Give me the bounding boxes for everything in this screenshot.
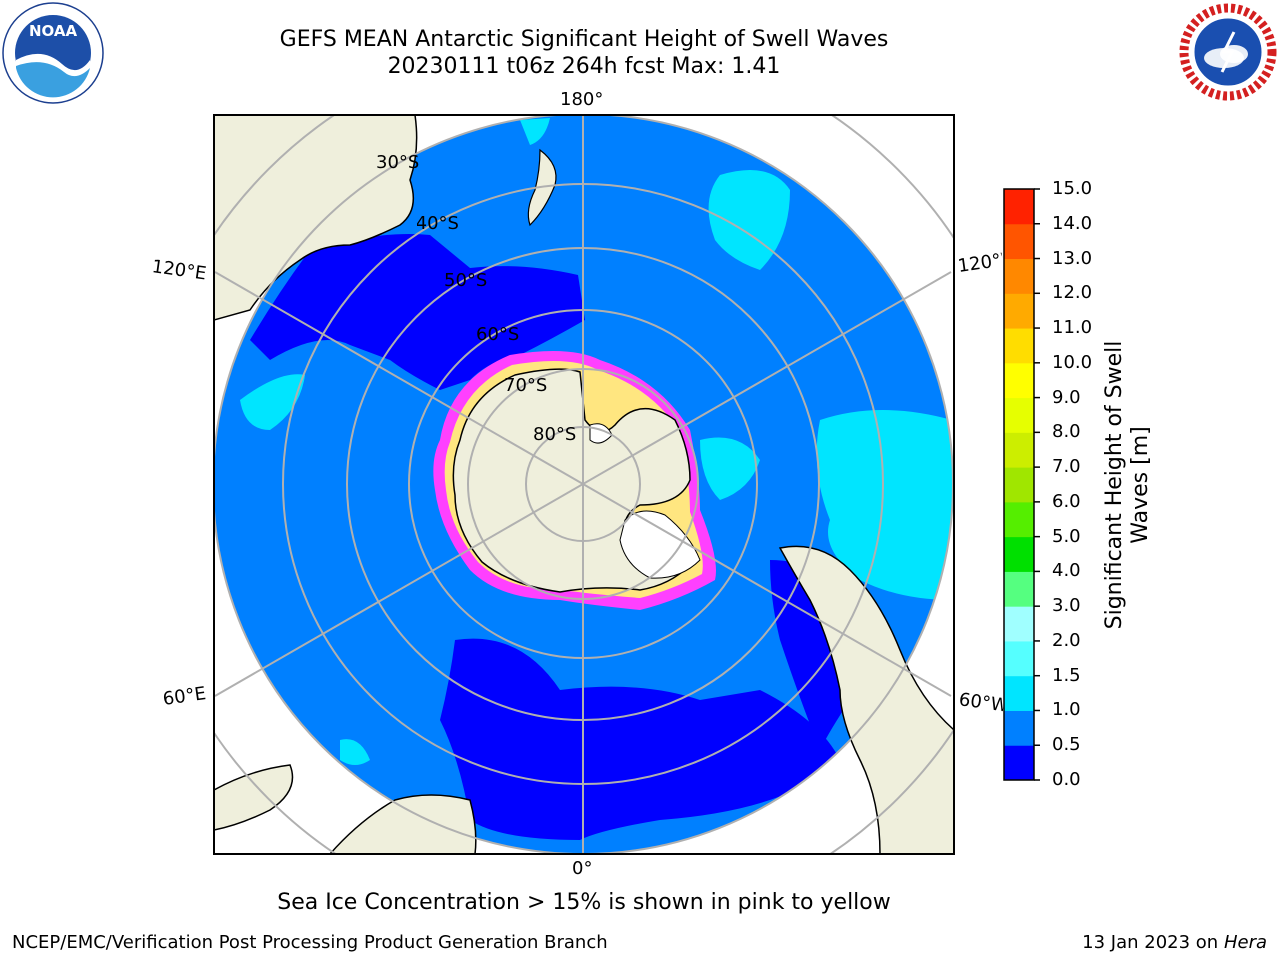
colorbar-segment xyxy=(1004,571,1034,607)
colorbar-segment xyxy=(1004,293,1034,329)
colorbar-tick-label: 0.5 xyxy=(1052,734,1081,756)
colorbar-segment xyxy=(1004,606,1034,642)
lat-label-60s: 60°S xyxy=(476,324,520,345)
colorbar-tick-label: 0.0 xyxy=(1052,769,1081,790)
footer-credit: NCEP/EMC/Verification Post Processing Pr… xyxy=(12,932,608,953)
colorbar-segment xyxy=(1004,675,1034,711)
colorbar-tick-label: 2.0 xyxy=(1052,629,1081,651)
colorbar-frame xyxy=(1003,188,1035,781)
lat-label-50s: 50°S xyxy=(444,270,488,291)
colorbar-label-line-2: Waves [m] xyxy=(1128,426,1153,544)
colorbar-tick-label: 8.0 xyxy=(1052,421,1081,443)
colorbar-tick-label: 9.0 xyxy=(1052,386,1081,408)
lon-label-0: 0° xyxy=(572,858,593,879)
colorbar-segment xyxy=(1004,258,1034,294)
high-swell-region-east-pacific xyxy=(816,410,952,600)
colorbar-tick-label: 15.0 xyxy=(1052,178,1093,199)
colorbar-tick-label: 3.0 xyxy=(1052,595,1081,617)
lon-label-180: 180° xyxy=(560,89,604,110)
colorbar-tick-label: 14.0 xyxy=(1052,212,1093,234)
colorbar xyxy=(1003,188,1040,781)
footer-machine-name: Hera xyxy=(1223,932,1267,953)
lat-label-30s: 30°S xyxy=(376,152,420,173)
colorbar-label-line-1: Significant Height of Swell xyxy=(1102,340,1127,630)
lat-label-40s: 40°S xyxy=(417,213,459,234)
colorbar-tick-label: 7.0 xyxy=(1052,456,1081,478)
colorbar-segment xyxy=(1004,467,1034,503)
colorbar-segment xyxy=(1004,432,1034,468)
colorbar-segment xyxy=(1004,745,1034,781)
colorbar-tick-label: 6.0 xyxy=(1052,490,1081,512)
title-line-1: GEFS MEAN Antarctic Significant Height o… xyxy=(279,27,889,52)
australia-landmass xyxy=(214,115,418,321)
title-line-2: 20230111 t06z 264h fcst Max: 1.41 xyxy=(387,54,781,79)
noaa-logo-text: NOAA xyxy=(29,22,78,40)
footer-date-text: 13 Jan 2023 on xyxy=(1082,932,1219,953)
colorbar-tick-label: 13.0 xyxy=(1052,247,1093,269)
high-swell-region-south-pacific xyxy=(708,170,790,270)
lat-label-80s: 80°S xyxy=(533,424,577,445)
colorbar-label: Significant Height of Swell Waves [m] xyxy=(1102,341,1154,630)
colorbar-tick-label: 1.5 xyxy=(1052,664,1081,686)
colorbar-segment xyxy=(1004,362,1034,399)
colorbar-segment xyxy=(1004,189,1034,225)
high-swell-region-indian xyxy=(240,374,305,430)
low-swell-region-south-atlantic xyxy=(440,638,840,840)
africa-landmass xyxy=(328,794,477,854)
colorbar-segment xyxy=(1004,640,1034,677)
map-frame xyxy=(213,114,955,855)
colorbar-tick-label: 12.0 xyxy=(1052,282,1093,304)
nws-logo xyxy=(1179,3,1277,101)
colorbar-segment xyxy=(1004,710,1034,746)
footer-date: 13 Jan 2023 on Hera xyxy=(1082,932,1267,953)
madagascar-landmass xyxy=(214,764,294,831)
colorbar-segment xyxy=(1004,397,1034,433)
weddell-ice-shelf xyxy=(619,510,701,579)
high-swell-region-north xyxy=(520,118,550,145)
sea-ice-caption: Sea Ice Concentration > 15% is shown in … xyxy=(277,890,891,915)
colorbar-segment xyxy=(1004,328,1034,364)
high-swell-region-south-africa xyxy=(340,739,370,765)
longitude-gridlines xyxy=(214,115,952,854)
colorbar-segment xyxy=(1004,501,1034,538)
low-swell-region-southern-australia xyxy=(250,234,585,390)
colorbar-tick-label: 4.0 xyxy=(1052,560,1081,582)
colorbar-tick-label: 11.0 xyxy=(1052,317,1093,339)
lat-label-70s: 70°S xyxy=(504,375,548,396)
colorbar-tick-label: 1.0 xyxy=(1052,699,1081,721)
colorbar-tick-label: 10.0 xyxy=(1052,351,1093,373)
high-swell-region-amundsen xyxy=(700,437,760,500)
noaa-logo: NOAA xyxy=(2,2,104,104)
colorbar-segment xyxy=(1004,223,1034,260)
colorbar-segment xyxy=(1004,536,1034,572)
colorbar-tick-label: 5.0 xyxy=(1052,525,1081,547)
